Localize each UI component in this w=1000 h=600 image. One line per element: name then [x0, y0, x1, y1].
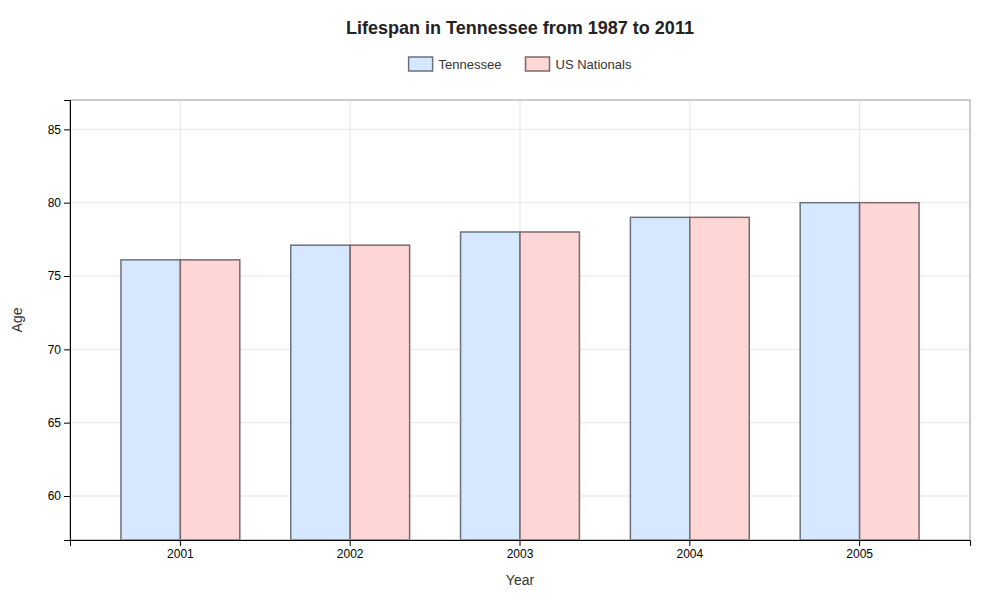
x-tick-mark: [859, 540, 860, 546]
x-tick-label: 2003: [507, 547, 534, 561]
y-tick-label: 60: [48, 489, 62, 503]
x-axis-line: [71, 541, 971, 547]
y-tick-mark: [64, 349, 70, 350]
y-tick-mark: [64, 276, 70, 277]
x-tick-mark: [350, 540, 351, 546]
bar: [291, 245, 350, 540]
bar: [860, 203, 919, 540]
legend-item: Tennessee: [409, 57, 502, 72]
y-tick: 75: [48, 269, 70, 283]
bar: [630, 217, 689, 540]
bars: [121, 203, 919, 540]
x-tick: 2003: [507, 540, 534, 561]
y-tick: 85: [48, 123, 70, 137]
y-tick-mark: [64, 423, 70, 424]
plot: 2001 2002 2003 2004 2005 60 65 70 75 80 85 Year Age: [9, 100, 971, 588]
bar: [461, 232, 520, 540]
y-tick-label: 70: [48, 343, 62, 357]
x-tick-mark: [520, 540, 521, 546]
x-tick-mark: [689, 540, 690, 546]
legend-label: Tennessee: [439, 57, 502, 72]
y-tick: 70: [48, 343, 70, 357]
bar: [350, 245, 409, 540]
y-tick-mark: [64, 496, 70, 497]
y-tick-mark: [64, 203, 70, 204]
grid: [70, 100, 970, 540]
bar: [690, 217, 749, 540]
x-tick-mark: [180, 540, 181, 546]
x-tick-label: 2005: [846, 547, 873, 561]
bar: [121, 260, 180, 540]
x-tick: 2004: [676, 540, 703, 561]
y-tick: 65: [48, 416, 70, 430]
legend: Tennessee US Nationals: [409, 57, 632, 72]
legend-swatch: [526, 57, 550, 71]
x-tick: 2005: [846, 540, 873, 561]
bar: [800, 203, 859, 540]
y-tick: 60: [48, 489, 70, 503]
chart: 2001 2002 2003 2004 2005 60 65 70 75 80 85 Year Age L…: [0, 0, 1000, 600]
y-tick-label: 85: [48, 123, 62, 137]
legend-label: US Nationals: [556, 57, 632, 72]
bar: [520, 232, 579, 540]
plot-frame: [70, 100, 970, 540]
title: Lifespan in Tennessee from 1987 to 2011: [346, 18, 694, 38]
y-tick: 80: [48, 196, 70, 210]
y-tick-label: 80: [48, 196, 62, 210]
y-axis-title: Age: [9, 307, 25, 332]
x-tick-label: 2001: [167, 547, 194, 561]
x-tick: 2002: [337, 540, 364, 561]
y-axis-line: [64, 101, 71, 541]
y-axis: 60 65 70 75 80 85: [48, 101, 71, 541]
x-tick-label: 2004: [676, 547, 703, 561]
y-tick-mark: [64, 129, 70, 130]
x-tick-label: 2002: [337, 547, 364, 561]
y-tick-label: 65: [48, 416, 62, 430]
x-axis: 2001 2002 2003 2004 2005: [71, 540, 971, 561]
x-axis-title: Year: [506, 572, 535, 588]
bar: [180, 260, 239, 540]
x-tick: 2001: [167, 540, 194, 561]
y-tick-label: 75: [48, 269, 62, 283]
legend-item: US Nationals: [526, 57, 632, 72]
legend-swatch: [409, 57, 433, 71]
